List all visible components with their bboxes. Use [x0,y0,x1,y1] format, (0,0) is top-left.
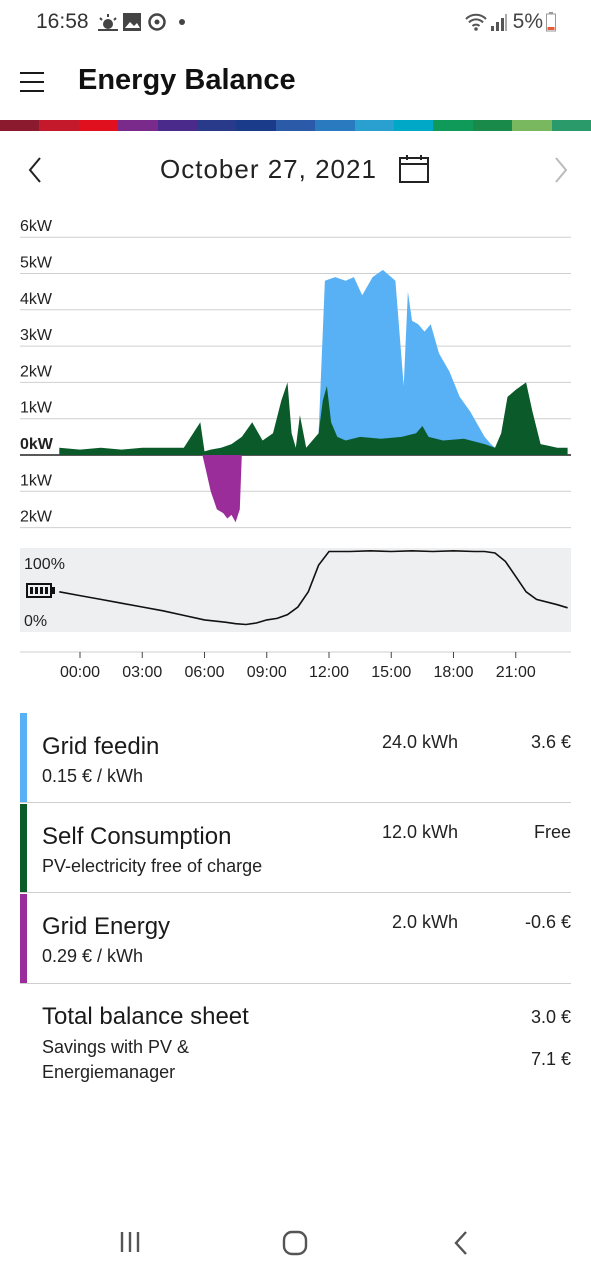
battery-icon [26,583,55,598]
grid-feedin-title: Grid feedin [42,733,160,760]
power-axis-label: 2kW [20,363,53,380]
power-axis-label: 3kW [20,327,53,344]
self-consumption-subtitle: PV-electricity free of charge [42,856,263,876]
soc-axis-label: 100% [24,556,65,573]
calendar-icon[interactable] [398,154,430,184]
x-axis-label: 21:00 [496,664,536,681]
back-icon[interactable] [452,1230,470,1256]
grid-feedin-price: 0.15 € / kWh [42,766,144,786]
grid-feedin-color-bar [20,713,27,802]
x-axis-label: 00:00 [60,664,100,681]
self-consumption-area [59,382,568,455]
x-axis-label: 03:00 [122,664,162,681]
grid-energy-energy: 2.0 kWh [391,912,458,932]
wifi-icon [465,13,487,31]
grid-energy-price: 0.29 € / kWh [42,946,144,966]
signal-icon [491,14,507,31]
power-axis-label: 2kW [20,509,53,526]
savings-label-line1: Savings with PV & [42,1037,190,1057]
power-axis-label: 1kW [20,400,53,417]
divider [20,983,571,984]
battery-soc-line [59,549,568,626]
previous-day-chevron-icon[interactable] [22,152,52,188]
grid-feedin-amount: 3.6 € [530,732,571,752]
power-axis-label: 6kW [20,218,53,235]
total-balance-section: Total balance sheet 3.0 € Savings with P… [20,985,571,1095]
date-label: October 27, 2021 [160,154,377,184]
notification-dot-icon [179,19,185,25]
weather-icon [98,14,118,31]
x-axis-label: 06:00 [184,664,224,681]
x-axis-label: 12:00 [309,664,349,681]
total-balance-amount: 3.0 € [530,1007,571,1027]
self-consumption-energy: 12.0 kWh [381,822,458,842]
grid-feedin-area [318,269,495,455]
grid-feedin-energy: 24.0 kWh [381,732,458,752]
savings-amount: 7.1 € [530,1049,571,1069]
power-axis-label: 4kW [20,291,53,308]
self-consumption-color-bar [20,804,27,892]
soc-axis-label: 0% [24,613,47,630]
self-consumption-title: Self Consumption [42,823,232,850]
self-consumption-amount: Free [533,822,571,842]
grid-energy-title: Grid Energy [42,913,171,940]
savings-label-line2: Energiemanager [42,1062,176,1082]
total-balance-title: Total balance sheet [42,1003,249,1030]
home-icon[interactable] [282,1230,308,1256]
x-axis-label: 15:00 [371,664,411,681]
page-title: Energy Balance [78,64,296,96]
x-axis-label: 18:00 [433,664,473,681]
battery-percentage: 5% [512,10,543,33]
menu-icon[interactable] [20,72,44,92]
power-axis-label: 5kW [20,255,53,272]
divider [20,892,571,893]
recent-apps-icon[interactable] [118,1230,142,1254]
grid-energy-amount: -0.6 € [524,912,571,932]
grid-energy-row[interactable]: Grid Energy 0.29 € / kWh 2.0 kWh -0.6 € [20,894,571,983]
divider [20,802,571,803]
status-time: 16:58 [36,10,89,33]
next-day-chevron-icon[interactable] [546,152,576,188]
sync-icon [148,13,166,31]
power-axis-label: 1kW [20,472,53,489]
energy-chart: 6kW 5kW 4kW 3kW 2kW 1kW 0kW 1kW 2kW 100% 0% 00:00… [20,218,571,681]
power-axis-label: 0kW [20,436,54,453]
grid-energy-color-bar [20,894,27,983]
battery-icon [546,12,556,32]
self-consumption-row[interactable]: Self Consumption PV-electricity free of … [20,804,571,892]
battery-soc-panel [20,548,571,632]
x-axis-label: 09:00 [247,664,287,681]
grid-energy-area [202,455,242,523]
brand-color-strip [0,120,591,131]
gallery-icon [123,13,141,31]
grid-feedin-row[interactable]: Grid feedin 0.15 € / kWh 24.0 kWh 3.6 € [20,713,571,802]
